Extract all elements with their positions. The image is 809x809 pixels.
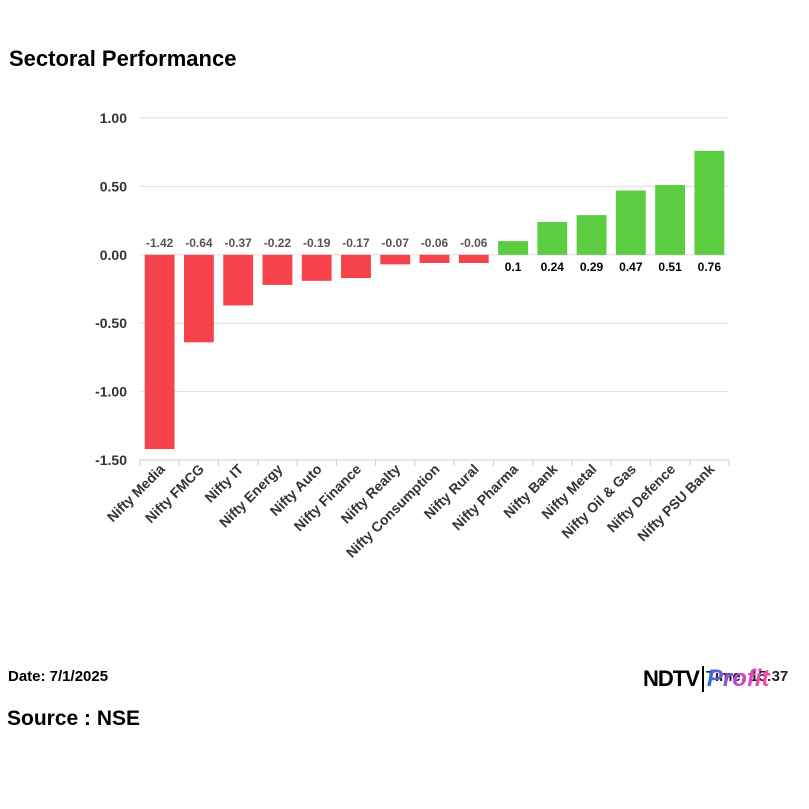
data-label: -0.22 — [264, 236, 292, 250]
data-labels: -1.42 -0.64 -0.37 -0.22 -0.19 -0.17 -0.07 -0.06… — [146, 236, 721, 274]
bar — [655, 185, 686, 255]
date-label: Date: 7/1/2025 — [8, 668, 109, 685]
data-label: -0.06 — [460, 236, 488, 250]
time-label: Time: 15:37 — [706, 668, 788, 685]
x-tick-label: Nifty Defence — [604, 461, 679, 536]
ndtv-profit-logo: NDTV Profit — [643, 663, 770, 695]
y-tick-label: 1.00 — [100, 110, 127, 126]
data-label: 0.51 — [658, 260, 682, 274]
y-tick-label: 0.00 — [100, 247, 127, 263]
bar — [301, 254, 332, 281]
bar — [419, 254, 450, 264]
bar — [262, 254, 293, 285]
data-label: 0.1 — [505, 260, 522, 274]
chart-title: Sectoral Performance — [9, 46, 237, 71]
logo-divider — [701, 666, 704, 692]
data-label: -0.37 — [224, 236, 252, 250]
y-tick-label: -0.50 — [95, 315, 127, 331]
data-label: -0.17 — [342, 236, 370, 250]
sector-bar-chart: 1.00 0.50 0.00 -0.50 -1.00 -1.50 -1.42 -0.64 -0… — [95, 110, 730, 561]
bar — [341, 254, 371, 279]
bar — [537, 221, 568, 255]
bar — [615, 190, 646, 255]
source-label: Source : NSE — [7, 707, 141, 730]
logo-ndtv-text: NDTV — [643, 666, 700, 691]
data-label: 0.47 — [619, 260, 643, 274]
data-label: -1.42 — [146, 236, 174, 250]
bar — [694, 150, 725, 255]
data-label: -0.19 — [303, 236, 331, 250]
data-label: -0.07 — [382, 236, 410, 250]
data-label: 0.76 — [698, 260, 722, 274]
bar — [458, 254, 489, 264]
bar — [183, 254, 214, 343]
bar — [223, 254, 254, 306]
y-tick-label: -1.00 — [95, 384, 127, 400]
data-label: 0.29 — [580, 260, 604, 274]
bar — [498, 241, 528, 255]
y-axis: 1.00 0.50 0.00 -0.50 -1.00 -1.50 — [95, 110, 127, 468]
bars — [144, 150, 725, 450]
bar — [380, 254, 411, 265]
y-tick-label: 0.50 — [100, 178, 127, 194]
data-label: -0.64 — [185, 236, 213, 250]
data-label: 0.24 — [541, 260, 565, 274]
data-label: -0.06 — [421, 236, 449, 250]
y-tick-label: -1.50 — [95, 452, 127, 468]
bar — [576, 215, 607, 255]
logo-profit-text: Profit — [706, 665, 770, 692]
bar — [144, 254, 175, 450]
